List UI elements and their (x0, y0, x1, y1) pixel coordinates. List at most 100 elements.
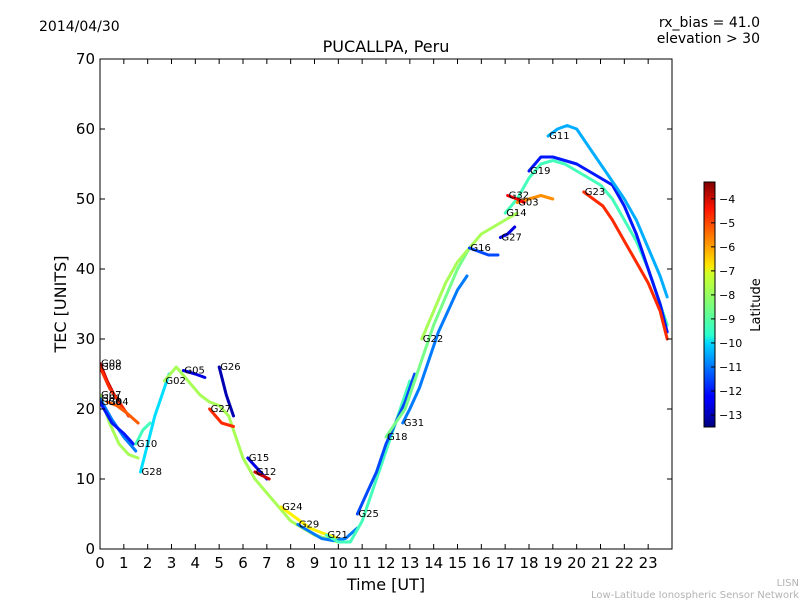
colorbar-tick-label--7: −7 (719, 265, 735, 278)
colorbar-tick-label--5: −5 (719, 217, 735, 230)
x-tick-label-5: 5 (214, 554, 224, 572)
series-label-g10-6: G10 (137, 439, 157, 450)
series-label-g21-16: G21 (327, 530, 347, 541)
x-tick-label-12: 12 (376, 554, 395, 572)
series-label-g26-10: G26 (220, 362, 240, 373)
x-tick-label-8: 8 (286, 554, 296, 572)
series-label-g07-2: G07 (101, 390, 121, 401)
series-label-g03-24: G03 (518, 198, 538, 209)
series-label-g11-27: G11 (549, 131, 569, 142)
x-tick-label-21: 21 (591, 554, 610, 572)
x-tick-label-6: 6 (238, 554, 248, 572)
footer-org-short: LISN (777, 578, 799, 589)
series-label-g22-20: G22 (423, 334, 443, 345)
series-label-g31-19: G31 (404, 418, 424, 429)
y-axis-label: TEC [UNITS] (51, 256, 70, 354)
colorbar-tick-label--8: −8 (719, 289, 735, 302)
series-label-g29-15: G29 (299, 520, 319, 531)
elevation-label: elevation > 30 (657, 31, 760, 47)
series-label-g14-23: G14 (506, 208, 526, 219)
series-line-g10-6 (134, 421, 152, 446)
series-label-g01-3: G01 (101, 394, 121, 405)
series-label-g23-28: G23 (585, 187, 605, 198)
colorbar-tick-label--11: −11 (719, 361, 742, 374)
series-label-g19-26: G19 (530, 166, 550, 177)
rx-bias-label: rx_bias = 41.0 (659, 15, 760, 31)
series-line-g30-4 (100, 400, 135, 446)
date-label: 2014/04/30 (39, 19, 120, 35)
x-tick-label-20: 20 (567, 554, 586, 572)
y-tick-label-50: 50 (76, 190, 95, 208)
series-label-g06-1: G06 (101, 362, 121, 373)
x-tick-label-19: 19 (543, 554, 562, 572)
x-tick-label-7: 7 (262, 554, 272, 572)
x-tick-label-9: 9 (310, 554, 320, 572)
colorbar-ticks: −13 −12 −11 −10 −9 −8 −7 −6 −5 −4 (711, 193, 742, 422)
x-tick-label-15: 15 (448, 554, 467, 572)
colorbar-tick-label--4: −4 (719, 193, 735, 206)
series-line-g27-11 (208, 407, 235, 428)
x-tick-label-14: 14 (424, 554, 443, 572)
y-tick-label-70: 70 (76, 50, 95, 68)
series-line-g12-13 (253, 470, 271, 481)
series-label-g27-11: G27 (211, 404, 231, 415)
series-line-g29-15 (296, 523, 359, 543)
series-line-g16-21 (467, 246, 500, 257)
series-line-g19-26 (527, 155, 669, 334)
y-tick-label-0: 0 (85, 540, 95, 558)
plot-area (100, 59, 672, 549)
x-tick-label-3: 3 (167, 554, 177, 572)
series-label-g15-12: G15 (249, 453, 269, 464)
x-tick-label-0: 0 (95, 554, 105, 572)
colorbar (703, 181, 716, 428)
colorbar-label: Latitude (749, 278, 764, 332)
x-tick-label-13: 13 (400, 554, 419, 572)
series-line-g27-22 (498, 225, 517, 239)
x-tick-label-18: 18 (519, 554, 538, 572)
y-axis-ticks: 0 10 20 30 40 50 60 70 (76, 50, 672, 558)
y-tick-label-60: 60 (76, 120, 95, 138)
series-line-g25-17 (355, 372, 417, 516)
x-tick-label-23: 23 (639, 554, 658, 572)
y-tick-label-20: 20 (76, 400, 95, 418)
series-line-g26-10 (217, 365, 235, 418)
colorbar-tick-label--6: −6 (719, 241, 735, 254)
x-tick-label-4: 4 (191, 554, 201, 572)
x-tick-label-2: 2 (143, 554, 153, 572)
colorbar-tick-label--13: −13 (719, 409, 742, 422)
series-label-g09-0: G09 (101, 359, 121, 370)
series-label-g28-7: G28 (142, 467, 162, 478)
x-axis-label: Time [UT] (346, 575, 425, 594)
x-tick-label-22: 22 (615, 554, 634, 572)
series-label-g18-18: G18 (387, 432, 407, 443)
x-tick-label-17: 17 (496, 554, 515, 572)
y-tick-label-10: 10 (76, 470, 95, 488)
series-line-g23-28 (582, 190, 669, 341)
series-label-g16-21: G16 (470, 243, 490, 254)
series-line-g05-9 (181, 369, 207, 379)
y-tick-label-40: 40 (76, 260, 95, 278)
series-label-g30-4: G30 (101, 397, 121, 408)
footer-org-full: Low-Latitude Ionospheric Sensor Network (591, 590, 799, 600)
series-line-g32-25 (506, 194, 526, 204)
chart-title: PUCALLPA, Peru (323, 37, 450, 56)
colorbar-tick-label--12: −12 (719, 385, 742, 398)
series-label-g05-9: G05 (184, 366, 204, 377)
x-axis-ticks: 0 1 2 3 4 5 6 7 8 9 10 11 12 13 14 15 16 17 18 19 20 21 22 23 (95, 59, 658, 572)
x-tick-label-11: 11 (353, 554, 372, 572)
series-label-g25-17: G25 (358, 509, 378, 520)
series-line-g28-7 (139, 372, 171, 474)
series-label-g12-13: G12 (256, 467, 276, 478)
series-label-g24-14: G24 (282, 502, 302, 513)
series-layer (100, 124, 669, 544)
series-line-g18-18 (384, 246, 471, 439)
series-line-g04-5 (105, 400, 140, 425)
series-label-g32-25: G32 (509, 191, 529, 202)
x-tick-label-10: 10 (329, 554, 348, 572)
x-tick-label-1: 1 (119, 554, 129, 572)
series-line-g11-27 (546, 124, 669, 299)
series-label-g04-5: G04 (108, 397, 128, 408)
series-line-g31-19 (401, 274, 469, 425)
